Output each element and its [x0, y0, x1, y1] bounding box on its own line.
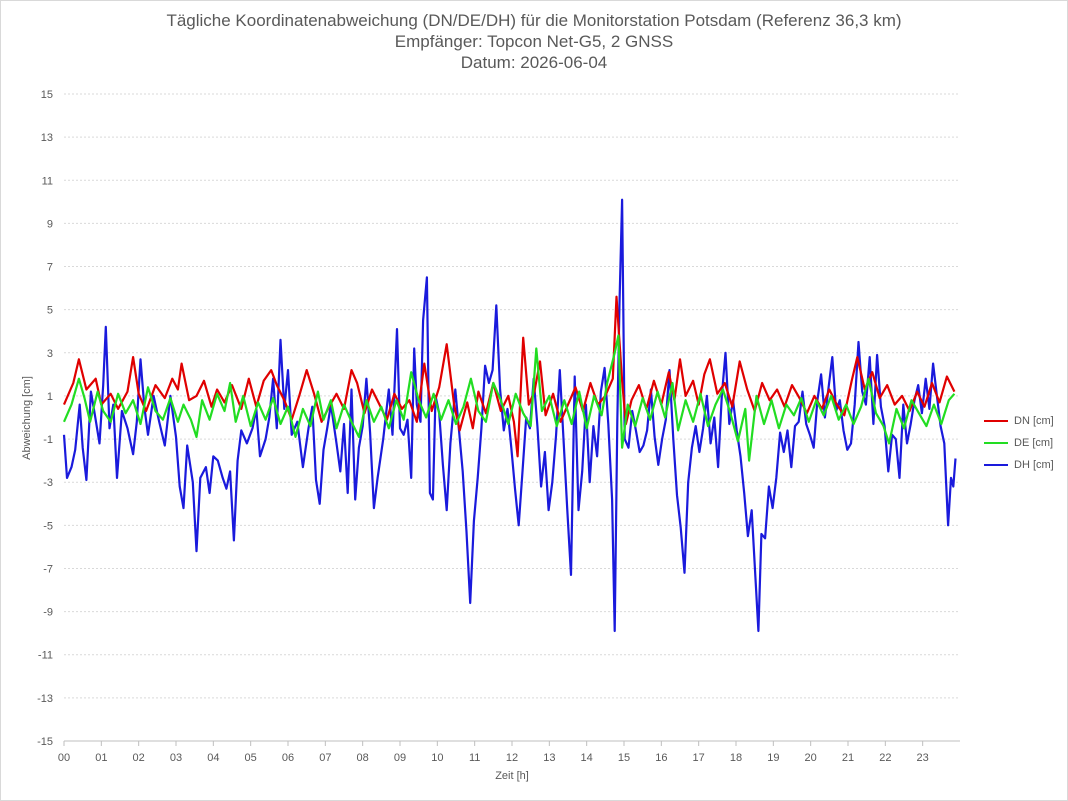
x-tick-label: 00	[58, 752, 70, 764]
x-tick-label: 22	[879, 752, 891, 764]
x-tick-label: 06	[282, 752, 294, 764]
x-tick-label: 14	[581, 752, 593, 764]
chart-title: Tägliche Koordinatenabweichung (DN/DE/DH…	[0, 10, 1068, 73]
title-line-2: Empfänger: Topcon Net-G5, 2 GNSS	[394, 32, 674, 51]
x-tick-label: 21	[842, 752, 854, 764]
x-tick-label: 20	[805, 752, 817, 764]
x-tick-label: 04	[207, 752, 219, 764]
y-tick-label: 1	[47, 391, 53, 403]
x-tick-label: 03	[170, 752, 182, 764]
x-tick-label: 17	[693, 752, 705, 764]
title-line-1: Tägliche Koordinatenabweichung (DN/DE/DH…	[166, 11, 902, 30]
x-tick-label: 10	[431, 752, 443, 764]
legend-item-dn: DN [cm]	[984, 410, 1054, 432]
series-lines	[62, 198, 957, 633]
y-tick-label: 11	[42, 175, 53, 187]
legend-label: DE [cm]	[1014, 437, 1054, 449]
legend-label: DH [cm]	[1014, 459, 1054, 471]
y-tick-label: 3	[47, 348, 53, 360]
y-tick-label: -15	[37, 736, 53, 748]
x-tick-label: 05	[245, 752, 257, 764]
x-tick-label: 12	[506, 752, 518, 764]
y-tick-label: -7	[43, 563, 53, 575]
x-tick-label: 16	[655, 752, 667, 764]
legend-swatch	[984, 420, 1008, 422]
y-axis-label: Abweichung [cm]	[21, 376, 33, 460]
y-axis-ticks: 15 13 11 9 7 5 3 1 -1 -3 -5 -7 -9 -11 -13 -15	[37, 89, 53, 748]
x-tick-label: 19	[767, 752, 779, 764]
legend-swatch	[984, 442, 1008, 444]
y-tick-label: -3	[43, 477, 53, 489]
legend-item-de: DE [cm]	[984, 432, 1054, 454]
y-tick-label: -13	[37, 693, 53, 705]
x-tick-label: 23	[917, 752, 929, 764]
legend: DN [cm] DE [cm] DH [cm]	[984, 410, 1054, 476]
x-tick-label: 13	[543, 752, 555, 764]
title-line-3: Datum: 2026-06-04	[460, 53, 608, 72]
x-tick-label: 15	[618, 752, 630, 764]
x-tick-label: 02	[133, 752, 145, 764]
x-tick-label: 11	[469, 752, 480, 764]
x-tick-label: 08	[357, 752, 369, 764]
legend-item-dh: DH [cm]	[984, 454, 1054, 476]
y-tick-label: 7	[47, 262, 53, 274]
x-tick-label: 09	[394, 752, 406, 764]
x-tick-label: 07	[319, 752, 331, 764]
legend-label: DN [cm]	[1014, 415, 1054, 427]
y-tick-label: -5	[43, 520, 53, 532]
x-axis-label: Zeit [h]	[495, 770, 529, 782]
legend-swatch	[984, 464, 1008, 466]
y-tick-label: 13	[41, 132, 53, 144]
x-tick-label: 18	[730, 752, 742, 764]
x-tick-label: 01	[95, 752, 107, 764]
series-line-dn	[62, 295, 956, 458]
y-tick-label: -1	[43, 434, 53, 446]
x-axis-ticks: 00 01 02 03 04 05 06 07 08 09 10 11 12 13 14 15 16 17 18 19…	[58, 741, 929, 764]
y-tick-label: 15	[41, 89, 53, 101]
y-tick-label: 9	[47, 218, 53, 230]
series-line-de	[62, 334, 956, 462]
y-tick-label: -9	[43, 607, 53, 619]
y-tick-label: 5	[47, 305, 53, 317]
y-tick-label: -11	[38, 650, 53, 662]
